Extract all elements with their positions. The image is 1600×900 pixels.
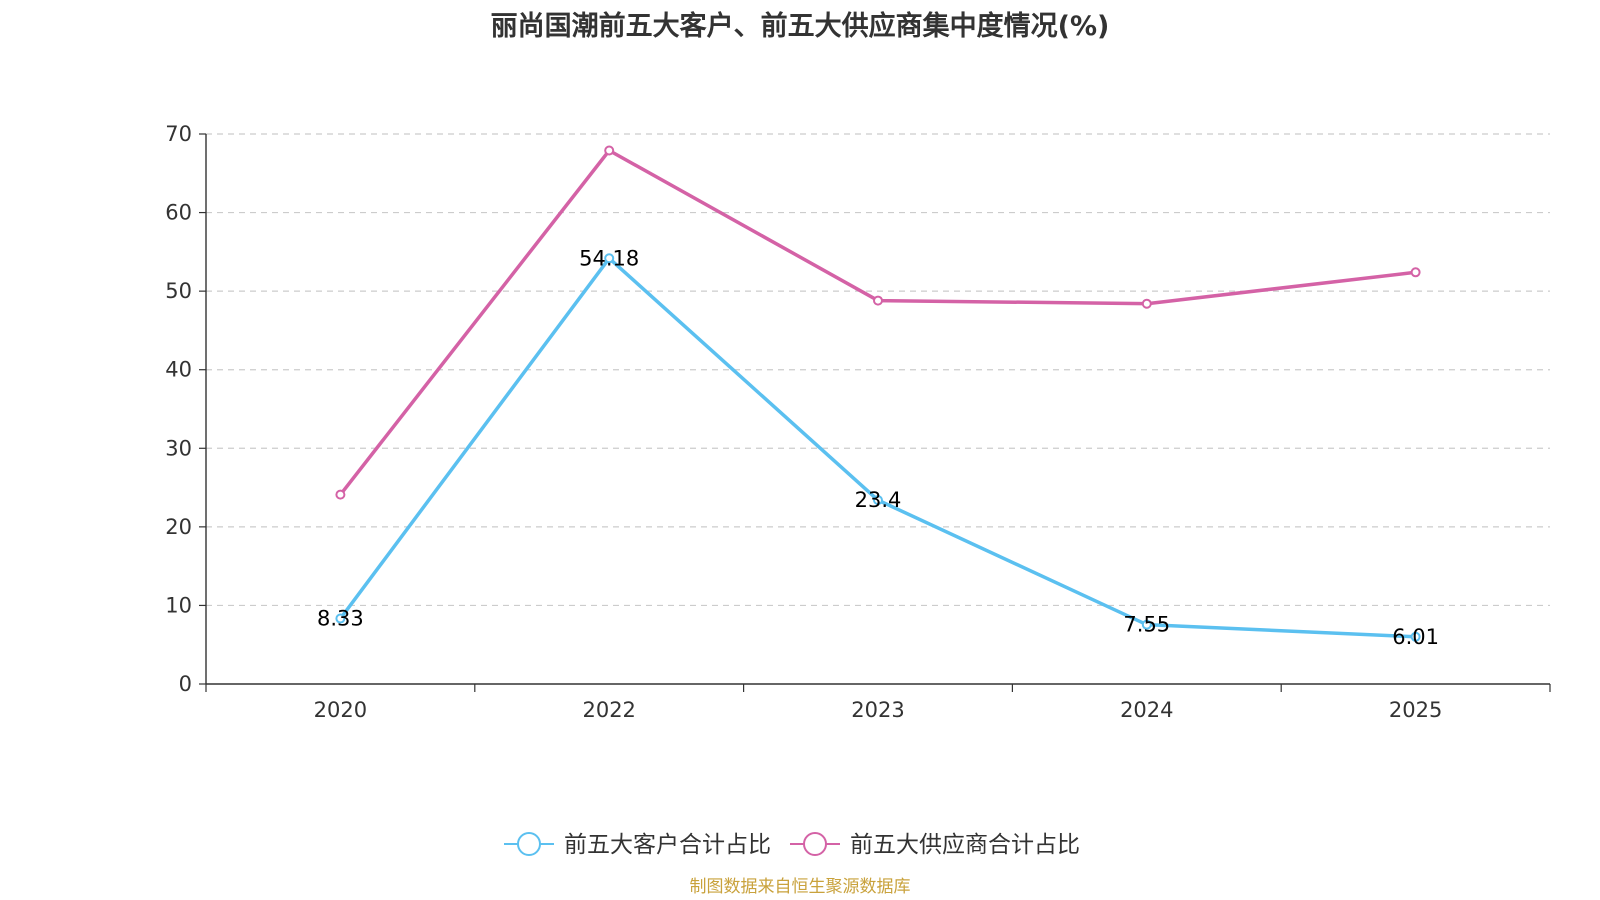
data-label: 6.01: [1392, 625, 1439, 649]
legend-marker-icon: [517, 832, 541, 856]
x-tick-label: 2024: [1120, 698, 1173, 722]
data-point: [335, 489, 346, 500]
x-tick-label: 2022: [582, 698, 635, 722]
x-tick-label: 2023: [851, 698, 904, 722]
legend-label: 前五大供应商合计占比: [850, 832, 1080, 858]
data-source-note: 制图数据来自恒生聚源数据库: [689, 877, 911, 897]
chart-title: 丽尚国潮前五大客户、前五大供应商集中度情况(%): [490, 11, 1110, 42]
x-tick-label: 2025: [1389, 698, 1442, 722]
series-group: [335, 145, 1421, 642]
legend-label: 前五大客户合计占比: [564, 832, 771, 858]
y-tick-label: 20: [165, 515, 192, 539]
data-label: 8.33: [317, 607, 364, 631]
data-point: [1410, 631, 1421, 642]
data-point: [1141, 298, 1152, 309]
y-tick-label: 60: [165, 201, 192, 225]
data-point: [604, 253, 615, 264]
y-tick-label: 30: [165, 436, 192, 460]
y-tick-label: 40: [165, 358, 192, 382]
gridlines: [206, 133, 1550, 607]
legend-marker-icon: [803, 832, 827, 856]
y-tick-label: 70: [165, 122, 192, 146]
series-line-1: [338, 256, 1416, 639]
y-tick-label: 0: [179, 672, 192, 696]
data-label: 23.4: [855, 488, 902, 512]
data-point: [604, 145, 615, 156]
data-point: [1410, 267, 1421, 278]
data-label: 7.55: [1123, 613, 1170, 637]
y-tick-label: 10: [165, 593, 192, 617]
legend: 前五大客户合计占比 前五大供应商合计占比: [504, 832, 1080, 858]
data-point: [873, 295, 883, 306]
data-point: [335, 613, 346, 624]
x-tick-label: 2020: [314, 698, 367, 722]
y-axis: 0 10 20 30 40 50 60 70: [165, 122, 207, 696]
x-axis: 2020 2022 2023 2024 2025: [205, 683, 1551, 722]
series-line-2: [339, 148, 1416, 496]
legend-item-1: 前五大客户合计占比: [504, 832, 771, 858]
data-labels: 8.33 54.18 23.4 7.55 6.01: [317, 246, 1439, 648]
data-label: 54.18: [579, 246, 639, 270]
y-tick-label: 50: [165, 279, 192, 303]
data-point: [873, 495, 883, 506]
data-point: [1141, 619, 1152, 630]
legend-item-2: 前五大供应商合计占比: [790, 832, 1080, 858]
